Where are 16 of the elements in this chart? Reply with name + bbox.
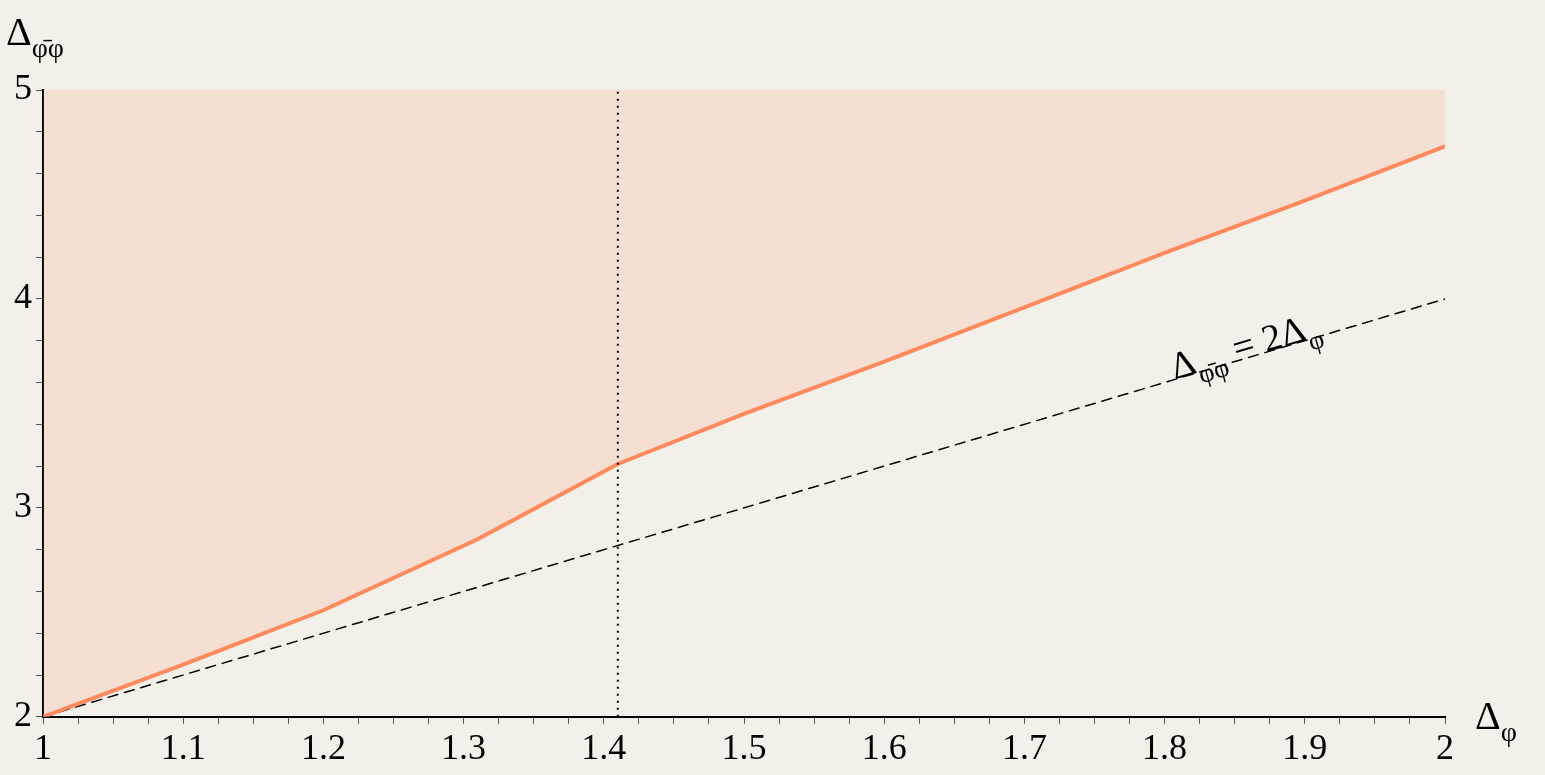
x-tick-label: 1.1 <box>160 726 206 767</box>
x-tick-label: 1.8 <box>1142 726 1188 767</box>
x-tick-label: 1.5 <box>721 726 767 767</box>
x-tick-label: 1.6 <box>861 726 907 767</box>
x-tick-label: 1 <box>34 726 52 767</box>
y-tick-label: 4 <box>14 276 32 317</box>
y-tick-label: 2 <box>14 694 32 735</box>
x-tick-label: 2 <box>1436 726 1454 767</box>
x-tick-label: 1.4 <box>581 726 627 767</box>
y-tick-label: 3 <box>14 485 32 526</box>
x-tick-label: 1.7 <box>1001 726 1047 767</box>
x-tick-label: 1.9 <box>1282 726 1328 767</box>
x-tick-label: 1.2 <box>300 726 346 767</box>
annotation: Δφ̄φ = 2Δφ <box>1165 307 1328 390</box>
y-tick-label: 5 <box>14 67 32 108</box>
x-tick-label: 1.3 <box>441 726 487 767</box>
